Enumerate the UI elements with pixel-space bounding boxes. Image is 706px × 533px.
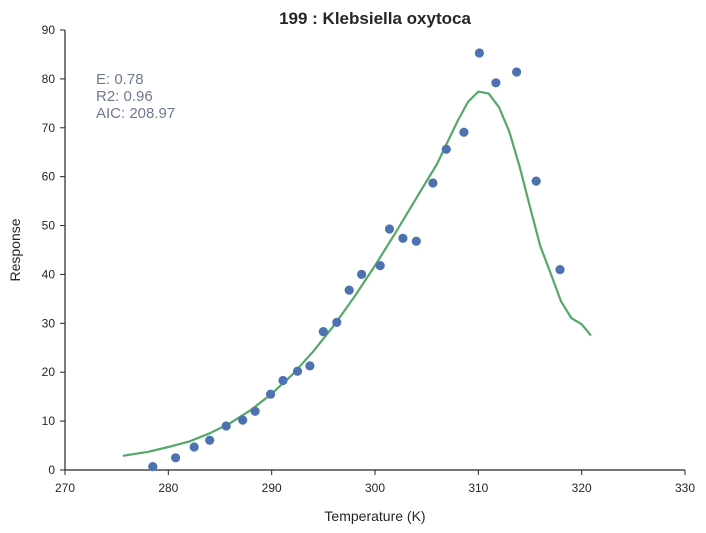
data-point xyxy=(531,176,541,186)
data-point xyxy=(474,48,484,58)
data-point xyxy=(344,285,354,295)
x-axis-label: Temperature (K) xyxy=(324,508,425,524)
data-point xyxy=(278,375,288,386)
annotation-aic: AIC: 208.97 xyxy=(96,105,175,122)
annotation-e: E: 0.78 xyxy=(96,71,144,88)
data-point xyxy=(238,415,248,425)
data-point xyxy=(292,366,303,376)
y-tick-label: 10 xyxy=(42,414,56,428)
x-tick-label: 310 xyxy=(468,481,488,495)
x-tick-label: 300 xyxy=(365,481,385,495)
data-point xyxy=(148,462,158,472)
data-point xyxy=(428,178,438,188)
data-point xyxy=(384,224,395,234)
data-point xyxy=(332,317,342,327)
y-tick-label: 70 xyxy=(42,121,56,135)
y-tick-label: 40 xyxy=(42,267,56,281)
fit-curve-layer xyxy=(122,90,592,457)
data-point xyxy=(250,406,260,416)
data-point xyxy=(459,127,469,137)
fit-statistics: E: 0.78 R2: 0.96 AIC: 208.97 xyxy=(96,71,175,122)
data-point xyxy=(266,389,276,399)
data-point xyxy=(205,435,215,445)
axes: 270 280 290 300 310 320 330 0 10 20 30 40 50 60 70 80 90 xyxy=(42,23,696,495)
y-axis-label: Response xyxy=(7,218,23,281)
data-point xyxy=(357,269,367,279)
x-tick-label: 320 xyxy=(572,481,592,495)
y-tick-label: 20 xyxy=(42,365,56,379)
y-tick-label: 60 xyxy=(42,170,56,184)
data-point xyxy=(375,261,385,271)
y-tick-label: 30 xyxy=(42,316,56,330)
y-tick-label: 0 xyxy=(48,463,55,477)
fit-curve-line xyxy=(122,90,592,457)
data-point xyxy=(221,421,231,431)
y-tick-label: 50 xyxy=(42,219,56,233)
chart-title: 199 : Klebsiella oxytoca xyxy=(279,9,471,28)
scatter-points-layer xyxy=(148,48,565,472)
x-tick-label: 280 xyxy=(158,481,178,495)
data-point xyxy=(318,327,328,337)
data-point xyxy=(189,442,199,452)
x-tick-label: 270 xyxy=(55,481,75,495)
data-point xyxy=(555,265,565,275)
data-point xyxy=(491,78,501,88)
annotation-r2: R2: 0.96 xyxy=(96,88,153,105)
x-tick-label: 330 xyxy=(675,481,695,495)
data-point xyxy=(171,453,181,463)
y-tick-label: 90 xyxy=(42,23,56,37)
x-tick-label: 290 xyxy=(262,481,282,495)
data-point xyxy=(411,236,421,246)
data-point xyxy=(441,144,451,154)
data-point xyxy=(398,233,408,243)
y-tick-label: 80 xyxy=(42,72,56,86)
data-point xyxy=(511,67,522,77)
data-point xyxy=(305,361,315,371)
